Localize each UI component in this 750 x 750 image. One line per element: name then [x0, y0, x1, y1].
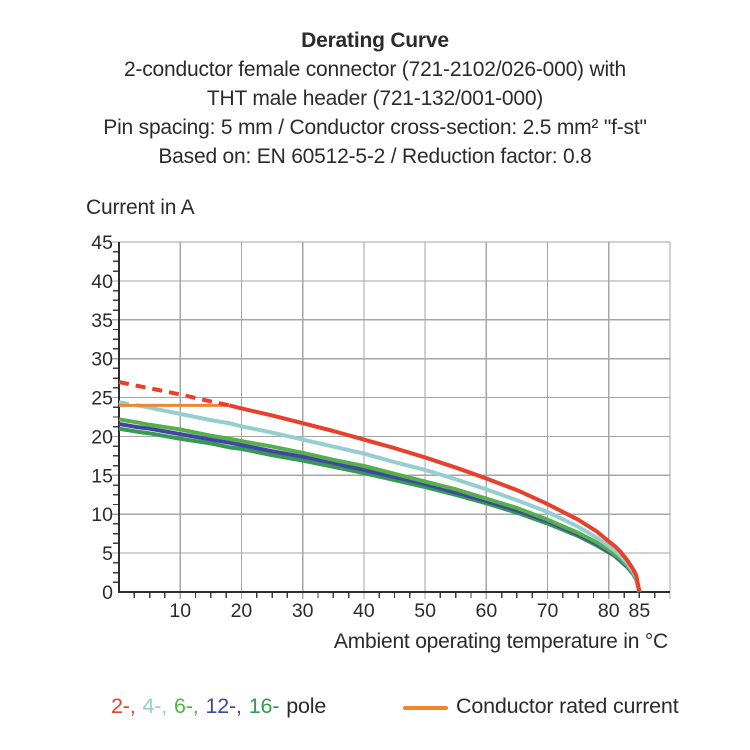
axis-ticks [112, 241, 671, 599]
tick-labels: 10 20 30 40 50 60 70 80 85 0 5 10 15 20 25 30 35 40 45 [91, 232, 650, 622]
legend-pole-suffix: pole [286, 694, 327, 718]
y-tick-label: 10 [91, 504, 113, 526]
legend-pole-group: 2-, 4-, 6-, 12-, 16- pole [111, 694, 326, 719]
chart-subtitle-line-4: Based on: EN 60512-5-2 / Reduction facto… [158, 145, 592, 168]
y-tick-label: 35 [91, 310, 113, 332]
x-tick-label: 20 [231, 600, 253, 622]
x-axis-title: Ambient operating temperature in °C [333, 630, 668, 653]
legend-pole-item: 2-, [111, 694, 136, 718]
x-tick-label: 10 [169, 600, 191, 622]
y-tick-label: 25 [91, 388, 113, 410]
y-tick-label: 30 [91, 349, 113, 371]
y-tick-label: 5 [102, 543, 113, 565]
chart-subtitle-line-1: 2-conductor female connector (721-2102/0… [123, 58, 627, 81]
series-6-pole [118, 417, 642, 593]
legend-pole-items: 2-, 4-, 6-, 12-, 16- [111, 694, 286, 718]
x-tick-label: 60 [475, 600, 497, 622]
y-axis-title: Current in A [86, 196, 195, 219]
y-tick-label: 0 [102, 582, 113, 604]
y-tick-label: 45 [91, 232, 113, 254]
legend-pole-item: 12-, [205, 694, 242, 718]
x-tick-label: 85 [629, 600, 651, 622]
x-tick-label: 30 [292, 600, 314, 622]
y-tick-label: 40 [91, 271, 113, 293]
chart-subtitle-line-3: Pin spacing: 5 mm / Conductor cross-sect… [103, 116, 647, 139]
chart-header: Derating Curve 2-conductor female connec… [0, 26, 750, 171]
conductor-rated-current-label: Conductor rated current [456, 694, 679, 718]
y-tick-label: 20 [91, 426, 113, 448]
x-tick-label: 50 [414, 600, 436, 622]
legend-pole-item: 6-, [174, 694, 199, 718]
derating-curve-chart: 10 20 30 40 50 60 70 80 85 0 5 10 15 20 25 30 35 40 45 [91, 232, 671, 622]
x-tick-label: 40 [353, 600, 375, 622]
legend-pole-item: 4-, [142, 694, 168, 718]
series-4-pole [118, 400, 642, 593]
x-tick-label: 70 [537, 600, 559, 622]
y-tick-label: 15 [91, 465, 113, 487]
chart-title: Derating Curve [301, 29, 449, 52]
axes [118, 242, 670, 593]
series-2-pole [118, 380, 642, 593]
chart-subtitle-line-2: THT male header (721-132/001-000) [206, 87, 544, 110]
x-tick-label: 80 [598, 600, 620, 622]
series-12-pole [118, 422, 642, 593]
gridlines [119, 241, 671, 592]
conductor-rated-current-swatch [403, 706, 448, 710]
legend-pole-item: 16- [248, 694, 280, 718]
